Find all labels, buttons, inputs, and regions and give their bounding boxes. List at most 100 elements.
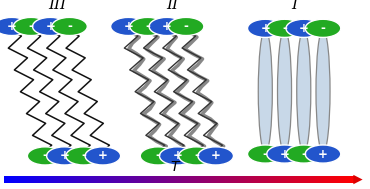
Bar [97,176,99,183]
Bar [315,176,317,183]
Bar [180,176,182,183]
Bar [244,176,246,183]
Bar [245,176,247,183]
Bar [269,176,271,183]
Bar [142,176,144,183]
Bar [297,176,299,183]
Text: +: + [46,20,55,33]
Bar [24,176,26,183]
Bar [140,176,142,183]
Bar [270,176,272,183]
Bar [70,176,72,183]
Bar [82,176,84,183]
Bar [296,176,298,183]
Bar [216,176,218,183]
Bar [281,176,283,183]
Text: -: - [320,22,326,35]
Circle shape [140,147,176,165]
Bar [50,176,52,183]
Bar [69,176,71,183]
Text: I: I [291,0,297,12]
Bar [251,176,253,183]
Bar [191,176,193,183]
Bar [168,176,170,183]
Bar [212,176,214,183]
Bar [229,176,231,183]
Bar [213,176,215,183]
Bar [26,176,28,183]
Bar [237,176,239,183]
Circle shape [305,145,341,163]
Bar [197,176,199,183]
Bar [84,176,86,183]
Ellipse shape [258,29,272,153]
Bar [321,176,323,183]
Bar [125,176,127,183]
Text: +: + [7,20,17,33]
Bar [347,176,349,183]
Text: +: + [172,149,182,162]
Bar [265,176,267,183]
Circle shape [248,19,283,37]
Bar [217,176,219,183]
Bar [121,176,123,183]
Bar [252,176,254,183]
Bar [247,176,249,183]
Circle shape [179,147,214,165]
Bar [157,176,158,183]
Bar [53,176,54,183]
Bar [167,176,169,183]
Bar [309,176,311,183]
Bar [19,176,21,183]
Text: -: - [155,149,161,162]
Bar [306,176,307,183]
Bar [54,176,56,183]
Bar [187,176,189,183]
Bar [152,176,154,183]
Bar [34,176,36,183]
Circle shape [27,147,63,165]
Circle shape [305,19,341,37]
Bar [112,176,114,183]
Text: +: + [60,149,69,162]
Bar [246,176,248,183]
Text: -: - [263,148,268,160]
Bar [242,176,243,183]
Bar [89,176,91,183]
Bar [28,176,30,183]
Bar [63,176,65,183]
Bar [286,176,287,183]
Bar [333,176,336,183]
Bar [176,176,178,183]
Bar [301,176,303,183]
Bar [257,176,259,183]
Bar [328,176,330,183]
Bar [322,176,324,183]
Bar [215,176,216,183]
Bar [174,176,176,183]
Text: III: III [48,0,66,12]
Bar [56,176,58,183]
Bar [258,176,260,183]
Bar [133,176,135,183]
Bar [183,176,185,183]
Bar [81,176,83,183]
Bar [250,176,252,183]
Bar [202,176,204,183]
Bar [210,176,212,183]
Bar [118,176,120,183]
Polygon shape [353,175,363,184]
Text: +: + [299,22,309,35]
Text: +: + [162,20,172,33]
Bar [292,176,293,183]
Bar [169,176,171,183]
Bar [155,176,157,183]
Bar [303,176,305,183]
Bar [74,176,75,183]
Bar [346,176,348,183]
Bar [39,176,41,183]
Bar [67,176,68,183]
Bar [128,176,130,183]
Bar [35,176,37,183]
Bar [278,176,279,183]
